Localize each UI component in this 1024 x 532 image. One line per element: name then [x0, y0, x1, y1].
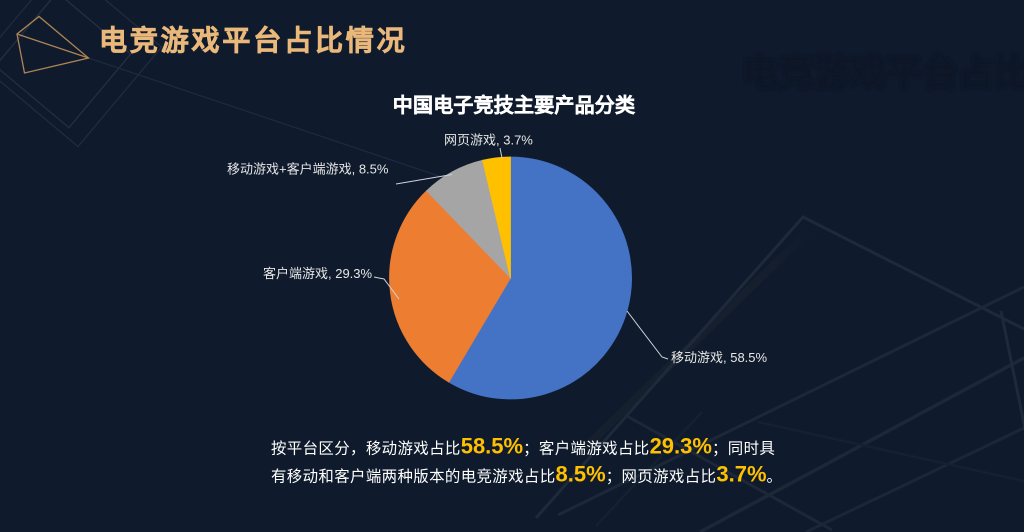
svg-text:客户端游戏, 29.3%: 客户端游戏, 29.3%	[263, 266, 373, 281]
svg-text:网页游戏, 3.7%: 网页游戏, 3.7%	[444, 133, 533, 148]
svg-text:移动游戏+客户端游戏, 8.5%: 移动游戏+客户端游戏, 8.5%	[227, 162, 389, 177]
svg-text:电竞游戏平台占比情况: 电竞游戏平台占比情况	[742, 52, 1024, 93]
svg-text:移动游戏, 58.5%: 移动游戏, 58.5%	[671, 350, 768, 365]
svg-text:电竞游戏平台占比情况: 电竞游戏平台占比情况	[99, 24, 408, 56]
svg-text:中国电子竞技主要产品分类: 中国电子竞技主要产品分类	[393, 93, 635, 117]
